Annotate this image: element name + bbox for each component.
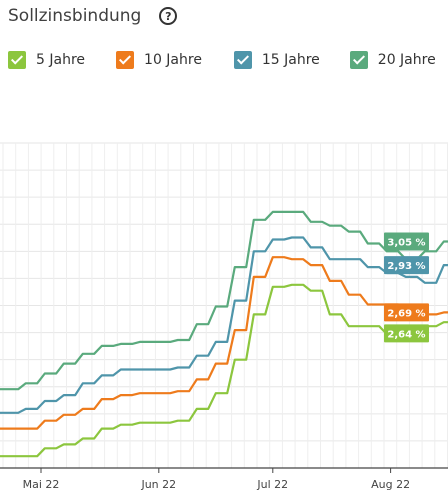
series-line-4 [0,210,448,391]
legend-label: 10 Jahre [144,52,202,68]
value-label-box [384,256,429,275]
series-line-2 [0,256,448,430]
check-icon[interactable] [349,51,368,69]
legend-item-15-jahre[interactable]: 15 Jahre [233,49,350,71]
help-glyph: ? [165,10,172,23]
value-label: 3,05 % [387,237,425,248]
x-tick-label: Jun 22 [140,478,176,491]
value-label: 2,93 % [387,261,425,272]
help-circle-icon[interactable]: ? [159,7,178,25]
x-tick-label: Aug 22 [371,478,410,491]
x-tick-label: Mai 22 [23,478,60,491]
x-tick-label: Jul 22 [256,478,288,491]
legend-label: 20 Jahre [377,52,436,68]
series-line-3 [0,236,448,414]
value-label: 2,69 % [387,308,425,319]
value-label-box [384,303,429,322]
check-icon[interactable] [116,51,135,69]
legend-label: 15 Jahre [261,52,320,68]
legend-item-10-jahre[interactable]: 10 Jahre [116,49,234,71]
series-legend: 5 Jahre 10 Jahre 15 Jahre 20 Jahre [8,49,448,71]
check-icon[interactable] [8,51,26,69]
legend-label: 5 Jahre [36,52,85,68]
legend-item-20-jahre[interactable]: 20 Jahre [349,49,448,71]
legend-item-5-jahre[interactable]: 5 Jahre [8,49,116,71]
series-line-1 [0,283,448,458]
value-label: 2,64 % [387,329,425,340]
value-label-box [384,324,429,343]
chart-title: Sollzinsbindung [8,6,142,26]
value-label-box [384,232,429,251]
chart-header: Sollzinsbindung ? [8,3,178,29]
check-icon[interactable] [233,51,252,69]
